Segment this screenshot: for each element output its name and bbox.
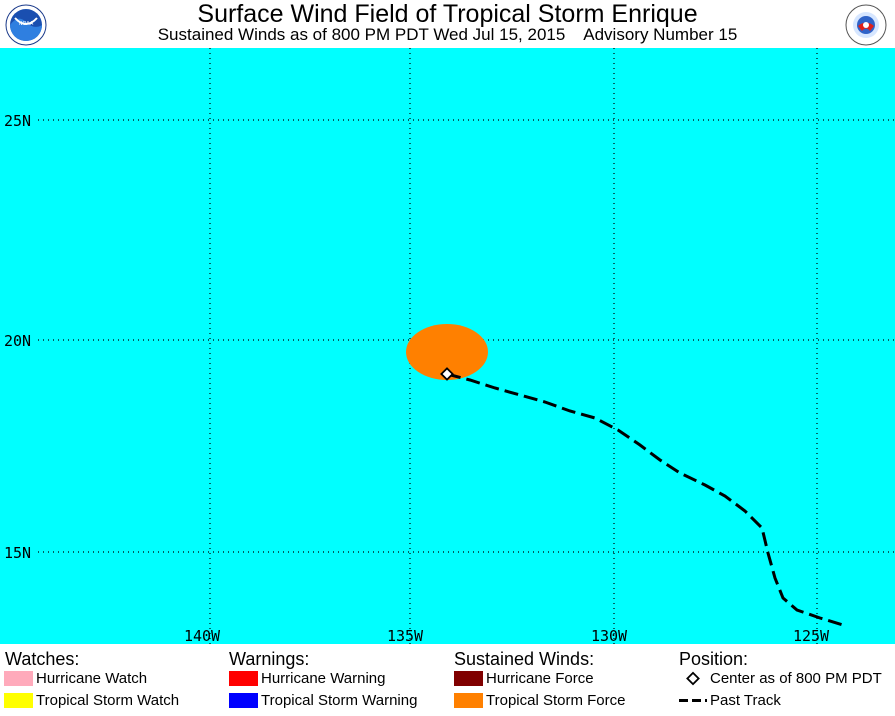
noaa-logo: NOAA [5, 4, 47, 46]
lat-label-20n: 20N [4, 332, 31, 350]
lon-label-135w: 135W [387, 627, 424, 644]
legend-item-hurricane-force: Hurricane Force [454, 670, 594, 688]
dashed-line-icon [679, 698, 707, 702]
legend-item-hurricane-watch: Hurricane Watch [4, 670, 147, 688]
legend: Watches: Warnings: Sustained Winds: Posi… [0, 646, 895, 716]
noaa-logo-text: NOAA [19, 21, 34, 27]
lat-label-25n: 25N [4, 112, 31, 130]
hurricane-force-swatch [454, 670, 483, 686]
map-title: Surface Wind Field of Tropical Storm Enr… [197, 0, 698, 28]
legend-item-tropical-storm-force: Tropical Storm Force [454, 692, 625, 710]
lon-label-140w: 140W [184, 627, 221, 644]
legend-item-hurricane-warning: Hurricane Warning [229, 670, 386, 688]
map-subtitle: Sustained Winds as of 800 PM PDT Wed Jul… [157, 25, 738, 44]
legend-watches-heading: Watches: [5, 649, 80, 669]
legend-warnings-heading: Warnings: [229, 649, 310, 669]
legend-item-past-track: Past Track [679, 692, 781, 710]
tropical-storm-watch-swatch [4, 692, 33, 708]
diamond-icon [686, 671, 700, 685]
legend-winds-heading: Sustained Winds: [454, 649, 595, 669]
legend-item-tropical-storm-warning: Tropical Storm Warning [229, 692, 417, 710]
past-track-line [446, 372, 844, 627]
legend-position-heading: Position: [679, 649, 749, 669]
storm-center-diamond-icon [440, 367, 454, 381]
wind-field-map: 25N 20N 15N 140W 135W 130W 125W [0, 48, 895, 644]
tropical-storm-warning-swatch [229, 692, 258, 708]
tropical-storm-force-wind-area [406, 324, 488, 380]
hurricane-watch-swatch [4, 670, 33, 686]
lon-label-125w: 125W [793, 627, 830, 644]
tropical-storm-force-swatch [454, 692, 483, 708]
legend-item-tropical-storm-watch: Tropical Storm Watch [4, 692, 179, 710]
lat-label-15n: 15N [4, 544, 31, 562]
legend-item-center: Center as of 800 PM PDT [679, 670, 882, 688]
lon-label-130w: 130W [591, 627, 628, 644]
nws-logo [845, 4, 887, 46]
hurricane-warning-swatch [229, 670, 258, 686]
